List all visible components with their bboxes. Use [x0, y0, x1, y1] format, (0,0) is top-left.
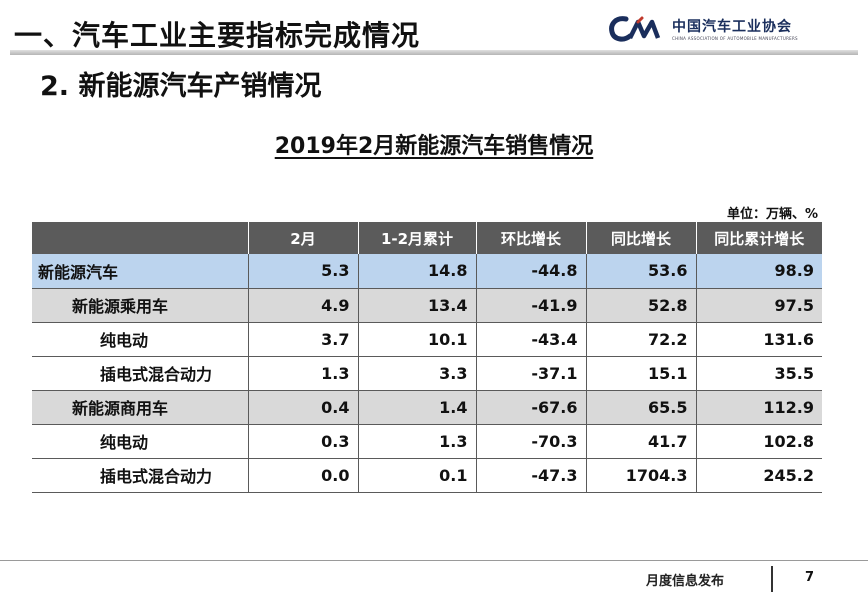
column-header: 1-2月累计: [357, 222, 476, 254]
footer-separator: [771, 566, 773, 592]
row-label: 插电式混合动力: [32, 356, 248, 391]
table-cell: 65.5: [585, 390, 696, 425]
row-label: 纯电动: [32, 322, 248, 357]
table-header-row: 2月 1-2月累计 环比增长 同比增长 同比累计增长: [32, 222, 822, 254]
row-label: 新能源汽车: [32, 254, 248, 289]
table-cell: 97.5: [695, 288, 822, 323]
table-row: 新能源汽车 5.3 14.8 -44.8 53.6 98.9: [32, 254, 822, 289]
table-cell: 15.1: [585, 356, 696, 391]
column-header: 环比增长: [475, 222, 586, 254]
table-cell: 0.3: [247, 424, 358, 459]
table-cell: -41.9: [475, 288, 586, 323]
table-cell: 98.9: [695, 254, 822, 289]
header-title: 一、汽车工业主要指标完成情况: [14, 19, 421, 52]
logo-chinese-name: 中国汽车工业协会: [672, 19, 792, 35]
table-row: 纯电动 0.3 1.3 -70.3 41.7 102.8: [32, 424, 822, 459]
table-cell: 4.9: [247, 288, 358, 323]
table-cell: 35.5: [695, 356, 822, 391]
table-cell: -44.8: [475, 254, 586, 289]
column-header: 2月: [247, 222, 358, 254]
table-cell: 0.0: [247, 458, 358, 493]
footer-divider: [0, 560, 868, 561]
sales-table: 2月 1-2月累计 环比增长 同比增长 同比累计增长 新能源汽车 5.3 14.…: [32, 222, 822, 493]
table-cell: 245.2: [695, 458, 822, 493]
table-cell: 131.6: [695, 322, 822, 357]
table-cell: -67.6: [475, 390, 586, 425]
table-title-wrap: 2019年2月新能源汽车销售情况: [0, 128, 868, 160]
table-row: 插电式混合动力 0.0 0.1 -47.3 1704.3 245.2: [32, 458, 822, 493]
table-cell: -70.3: [475, 424, 586, 459]
table-cell: 102.8: [695, 424, 822, 459]
page-number: 7: [805, 570, 815, 585]
table-cell: 1.4: [357, 390, 476, 425]
row-label: 插电式混合动力: [32, 458, 248, 493]
table-cell: -47.3: [475, 458, 586, 493]
section-title: 2. 新能源汽车产销情况: [40, 71, 322, 102]
table-row: 新能源乘用车 4.9 13.4 -41.9 52.8 97.5: [32, 288, 822, 323]
footer-label: 月度信息发布: [646, 574, 725, 589]
row-label: 新能源乘用车: [32, 288, 248, 323]
caam-logo-icon: [609, 16, 661, 42]
caam-logo: 中国汽车工业协会 CHINA ASSOCIATION OF AUTOMOBILE…: [608, 14, 858, 48]
table-cell: 5.3: [247, 254, 358, 289]
column-header: [32, 222, 248, 254]
table-cell: 10.1: [357, 322, 476, 357]
row-label: 纯电动: [32, 424, 248, 459]
table-cell: 13.4: [357, 288, 476, 323]
table-row: 插电式混合动力 1.3 3.3 -37.1 15.1 35.5: [32, 356, 822, 391]
table-cell: 0.1: [357, 458, 476, 493]
table-cell: 53.6: [585, 254, 696, 289]
table-row: 新能源商用车 0.4 1.4 -67.6 65.5 112.9: [32, 390, 822, 425]
table-cell: 52.8: [585, 288, 696, 323]
logo-english-name: CHINA ASSOCIATION OF AUTOMOBILE MANUFACT…: [672, 36, 798, 41]
table-row: 纯电动 3.7 10.1 -43.4 72.2 131.6: [32, 322, 822, 357]
table-cell: 3.3: [357, 356, 476, 391]
table-cell: 1.3: [357, 424, 476, 459]
table-cell: -43.4: [475, 322, 586, 357]
header-divider: [10, 50, 858, 55]
table-cell: -37.1: [475, 356, 586, 391]
table-cell: 0.4: [247, 390, 358, 425]
table-cell: 72.2: [585, 322, 696, 357]
table-title: 2019年2月新能源汽车销售情况: [274, 134, 594, 159]
unit-label: 单位：万辆、%: [726, 207, 818, 222]
table-cell: 41.7: [585, 424, 696, 459]
table-cell: 3.7: [247, 322, 358, 357]
column-header: 同比累计增长: [695, 222, 822, 254]
table-cell: 112.9: [695, 390, 822, 425]
table-cell: 1704.3: [585, 458, 696, 493]
table-cell: 14.8: [357, 254, 476, 289]
row-label: 新能源商用车: [32, 390, 248, 425]
column-header: 同比增长: [585, 222, 696, 254]
table-cell: 1.3: [247, 356, 358, 391]
